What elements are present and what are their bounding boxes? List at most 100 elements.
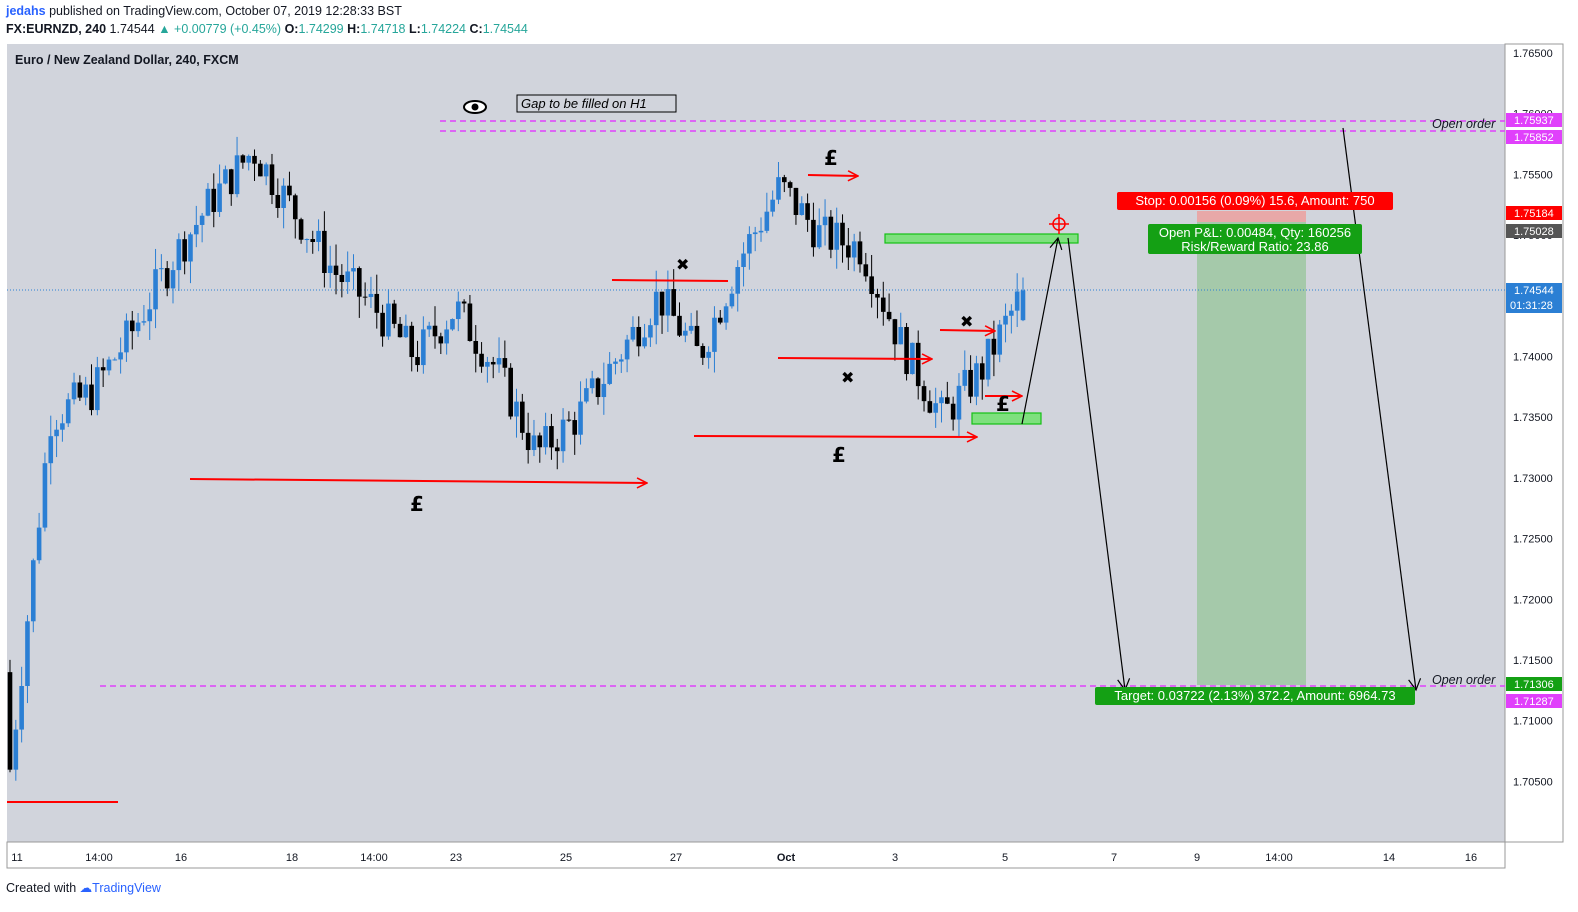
candle-body [648, 325, 653, 338]
candle-body [89, 384, 94, 411]
candle-body [822, 216, 828, 226]
high-value: 1.74718 [360, 22, 406, 36]
cross-mark-3: ✖ [960, 312, 973, 331]
candle-body [13, 729, 19, 770]
close-label: C: [469, 22, 483, 36]
price-tag-3 [1506, 206, 1562, 220]
price-tag-6-text: 1.71306 [1514, 679, 1554, 691]
candle-body [991, 338, 997, 355]
candle-body [327, 265, 333, 274]
price-tag-1-text: 1.75937 [1514, 115, 1554, 127]
candle-body [258, 163, 263, 177]
target-label-box[interactable] [1095, 687, 1415, 705]
demand-zone [971, 412, 1042, 425]
candle-body [426, 325, 432, 330]
low-label: L: [409, 22, 421, 36]
candle-body [409, 325, 415, 358]
x-tick-label: 14 [1383, 852, 1395, 864]
candle-body [624, 339, 630, 360]
x-tick-label: 11 [11, 852, 22, 864]
y-tick-label: 1.72500 [1513, 534, 1553, 546]
candle-body [54, 429, 59, 437]
candle-body [851, 241, 857, 258]
candle-body [857, 241, 863, 265]
candle-body [543, 426, 548, 448]
y-tick-label: 1.71500 [1513, 655, 1553, 667]
stop-label: Stop: 0.00156 (0.09%) 15.6, Amount: 750 [1135, 193, 1374, 208]
candle-body [595, 378, 601, 398]
candle-body [636, 326, 642, 347]
candle-body [438, 336, 444, 344]
candle-body [601, 383, 607, 398]
candle-body [432, 325, 438, 337]
symbol-label: FX:EURNZD, 240 [6, 22, 107, 36]
candle-body [269, 164, 275, 195]
candle-body [997, 324, 1003, 355]
candle-body [83, 384, 88, 398]
target-label: Target: 0.03722 (2.13%) 372.2, Amount: 6… [1114, 688, 1395, 703]
candle-body [758, 230, 764, 233]
candle-body [659, 291, 665, 316]
candle-body [42, 463, 48, 528]
stop-label-box[interactable] [1117, 192, 1393, 210]
candle-body [869, 276, 874, 295]
candle-body [613, 361, 618, 364]
x-tick-label: 27 [670, 852, 682, 864]
author-link[interactable]: jedahs [6, 4, 46, 18]
candle-body [968, 369, 973, 397]
gap-note: Gap to be filled on H1 [521, 96, 647, 111]
candle-body [263, 164, 269, 177]
price-tag-4-text: 1.75028 [1514, 226, 1554, 238]
candle-body [217, 183, 222, 212]
high-label: H: [347, 22, 361, 36]
candle-body [549, 426, 554, 448]
candle-body [956, 385, 962, 420]
pnl-label-box[interactable] [1148, 224, 1362, 254]
candle-body [281, 185, 286, 208]
candle-body [921, 386, 927, 402]
candle-body [741, 253, 746, 268]
candle-body [712, 317, 717, 352]
candle-body [514, 401, 519, 417]
candle-body [135, 322, 141, 332]
candle-body [310, 239, 316, 242]
candle-body [933, 403, 938, 413]
candle-body [1020, 290, 1026, 321]
candle-body [799, 203, 805, 215]
red-arrow-5 [939, 330, 995, 331]
candle-body [147, 309, 153, 322]
price-tag-4 [1506, 224, 1562, 238]
candle-body [246, 155, 251, 163]
candle-body [927, 401, 933, 413]
candle-body [95, 367, 100, 411]
tradingview-logo-icon[interactable]: ☁ [79, 881, 93, 895]
candle-body [234, 155, 240, 195]
candle-series [7, 136, 1026, 781]
y-tick-label: 1.70500 [1513, 776, 1553, 788]
price-tag-3-text: 1.75184 [1514, 208, 1554, 220]
candle-body [520, 401, 525, 433]
candle-body [205, 188, 211, 216]
candle-body [776, 177, 781, 200]
candle-body [537, 435, 543, 448]
candle-body [700, 345, 706, 358]
candle-body [275, 194, 281, 208]
x-tick-label: Oct [777, 852, 796, 864]
open-value: 1.74299 [298, 22, 344, 36]
footer-brand[interactable]: TradingView [92, 881, 161, 895]
candle-body [554, 447, 560, 452]
candle-body [607, 363, 612, 384]
cross-mark-2: ✖ [841, 368, 854, 387]
price-axis[interactable] [1504, 43, 1564, 843]
price-tag-2 [1506, 130, 1562, 144]
change-value: +0.00779 (+0.45%) [174, 22, 282, 36]
cross-mark-1: ✖ [676, 255, 689, 274]
candle-body [939, 397, 944, 404]
candle-body [421, 329, 426, 366]
time-axis[interactable] [6, 841, 1506, 869]
candle-body [787, 182, 793, 188]
candle-body [461, 301, 467, 304]
x-tick-label: 5 [1002, 852, 1008, 864]
candle-body [735, 267, 741, 294]
